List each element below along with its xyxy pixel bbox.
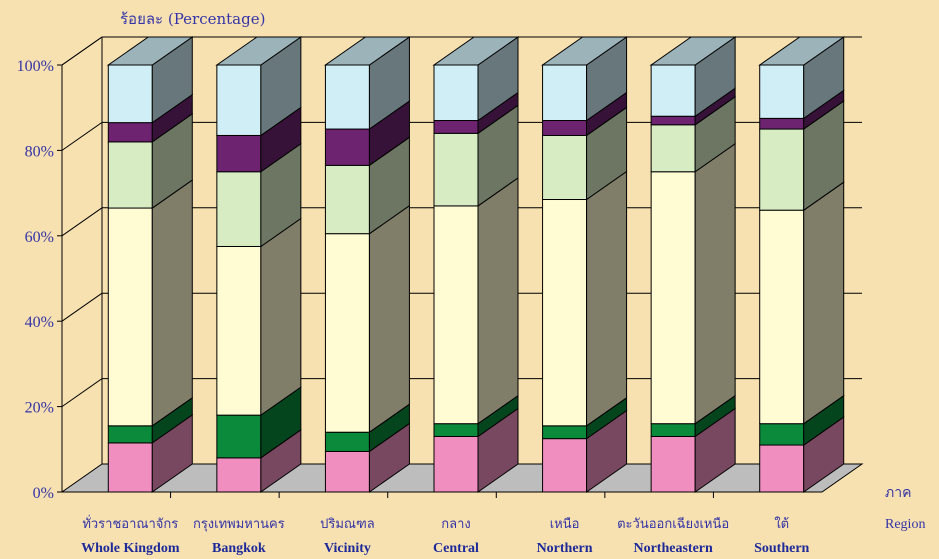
bar-segment-side <box>694 142 736 425</box>
x-label-thai: ทั่วราชอาณาจักร <box>82 515 178 532</box>
bar-stack <box>432 36 520 493</box>
y-tick-label: 0% <box>33 485 54 502</box>
gridline-side <box>61 207 103 237</box>
bar-top <box>323 36 412 66</box>
bar-segment <box>650 435 696 493</box>
x-label-english: Southern <box>754 541 809 556</box>
bar-segment <box>324 164 370 235</box>
x-label-thai: กรุงเทพมหานคร <box>193 517 285 532</box>
bar-segment <box>216 134 262 173</box>
bar-segment <box>107 64 153 124</box>
x-label-thai: ใต้ <box>774 516 789 532</box>
bar-segment <box>759 209 805 425</box>
x-label-english: Bangkok <box>212 541 266 556</box>
bar-segment <box>433 423 479 437</box>
x-label-thai: กลาง <box>441 517 471 532</box>
x-label-thai: ปริมณฑล <box>320 517 375 532</box>
bar-segment <box>216 414 262 459</box>
y-axis-title: ร้อยละ (Percentage) <box>120 10 265 28</box>
bar-segment <box>107 442 153 493</box>
gridline-side <box>61 292 103 322</box>
gridline-side <box>61 121 103 151</box>
x-label-english: Northern <box>537 541 593 556</box>
bar-segment <box>433 64 479 122</box>
bar-segment <box>759 128 805 211</box>
x-axis-title-thai: ภาค <box>885 486 911 501</box>
bar-top <box>215 36 303 66</box>
y-tick-label: 60% <box>25 229 54 246</box>
x-axis-labels: ทั่วราชอาณาจักร Whole Kingdom กรุงเทพมหานค… <box>81 515 809 556</box>
bar-segment <box>542 438 588 493</box>
bar-segment-side <box>368 204 410 434</box>
x-label-thai: ตะวันออกเฉียงเหนือ <box>617 516 729 532</box>
bar-segment <box>433 205 479 425</box>
bar-segment <box>107 122 153 143</box>
bar-segment <box>650 124 696 173</box>
bar-stack <box>215 36 303 493</box>
bar-segment <box>216 245 262 416</box>
bar-segment <box>433 120 479 134</box>
bar-segment <box>324 64 370 130</box>
bar-segment <box>107 425 153 444</box>
bar-segment <box>542 120 588 136</box>
bar-segment <box>216 171 262 247</box>
bar-segment <box>216 457 262 493</box>
x-axis-title-english: Region <box>885 517 925 532</box>
bar-segment <box>324 233 370 433</box>
bar-stack <box>758 36 846 493</box>
bar-segment <box>542 199 588 427</box>
bar-stack <box>649 36 737 493</box>
bar-segment-side <box>260 217 302 417</box>
x-label-english: Central <box>433 541 479 556</box>
x-label-english: Vicinity <box>324 541 371 556</box>
bar-stacks <box>106 36 846 493</box>
bar-segment <box>650 115 696 126</box>
bar-top <box>649 36 737 66</box>
x-label-english: Whole Kingdom <box>81 541 180 556</box>
bar-segment <box>542 425 588 440</box>
bar-top <box>106 36 194 66</box>
y-tick-label: 80% <box>25 143 54 160</box>
left-wall-edge <box>61 36 103 492</box>
y-tick-label: 20% <box>25 400 54 417</box>
bar-top <box>432 36 520 66</box>
bar-segment <box>759 423 805 446</box>
bar-segment-side <box>803 181 845 425</box>
y-tick-label: 40% <box>25 314 54 331</box>
bar-segment <box>433 435 479 493</box>
bar-segment <box>759 117 805 130</box>
bar-segment <box>324 450 370 493</box>
bar-segment <box>107 141 153 209</box>
bar-segment-side <box>586 170 628 427</box>
bar-segment-side <box>477 176 519 425</box>
bar-top <box>758 36 846 66</box>
bar-top <box>540 36 629 66</box>
bar-segment <box>216 64 262 136</box>
gridline-side <box>61 36 103 66</box>
bar-segment <box>650 64 696 117</box>
bar-segment <box>759 64 805 119</box>
bar-segment <box>324 431 370 452</box>
bar-segment <box>759 444 805 493</box>
bar-segment <box>542 134 588 201</box>
bar-segment <box>650 171 696 425</box>
bar-stack <box>106 36 194 493</box>
bar-segment <box>107 207 153 427</box>
x-label-thai: เหนือ <box>550 516 580 532</box>
bar-segment <box>542 64 588 122</box>
x-label-english: Northeastern <box>633 541 713 556</box>
bar-stack <box>323 36 412 493</box>
bar-segment <box>650 423 696 437</box>
y-tick-label: 100% <box>17 58 54 75</box>
bar-segment <box>433 132 479 207</box>
bar-segment-side <box>151 179 193 427</box>
bar-segment <box>324 128 370 166</box>
y-axis-ticks: 0% 20% 40% 60% 80% 100% <box>17 58 714 502</box>
bar-stack <box>540 36 629 493</box>
gridline-side <box>61 378 103 408</box>
